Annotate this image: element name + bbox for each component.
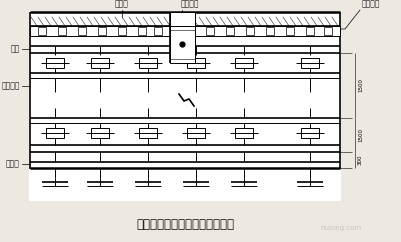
Bar [286,27,294,35]
Text: 300: 300 [358,155,363,165]
Bar [38,27,46,35]
Bar [91,58,109,68]
Bar [170,26,195,63]
Bar [30,26,170,36]
Bar [301,128,319,138]
Bar [324,27,332,35]
Bar [91,128,109,138]
Text: 穿梁螺栓: 穿梁螺栓 [181,0,199,8]
Bar [187,128,205,138]
Bar [226,27,234,35]
Text: 钢管立柱: 钢管立柱 [2,81,20,90]
Bar [306,27,314,35]
Bar [78,27,86,35]
Text: 木架板: 木架板 [6,159,20,168]
Bar [118,27,126,35]
Bar [154,27,162,35]
Bar [187,58,205,68]
Text: ８．１ｍ层顶板模板支承体系图: ８．１ｍ层顶板模板支承体系图 [136,219,234,232]
Bar [235,128,253,138]
Bar [235,58,253,68]
Bar [139,58,157,68]
Bar [138,27,146,35]
Bar [206,27,214,35]
Text: 木方: 木方 [11,45,20,53]
Text: hulong.com: hulong.com [320,225,361,231]
Bar [46,128,64,138]
Text: 1500: 1500 [358,78,363,92]
Bar [170,12,195,26]
Bar [246,27,254,35]
Bar [58,27,66,35]
Bar [98,27,106,35]
Bar [46,58,64,68]
Bar [301,58,319,68]
Text: 钢管大横: 钢管大横 [362,0,381,8]
Bar [139,128,157,138]
Bar [266,27,274,35]
Text: 多层板: 多层板 [115,0,129,8]
Bar [29,11,341,201]
Text: 1500: 1500 [358,128,363,142]
Bar [195,26,340,36]
